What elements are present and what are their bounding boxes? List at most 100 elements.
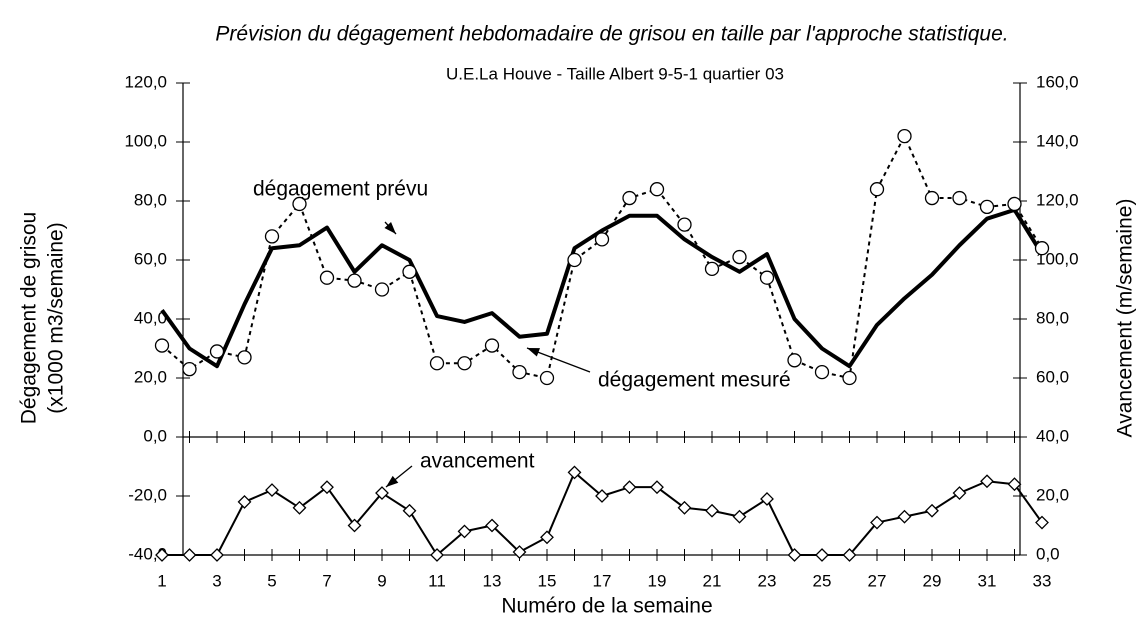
point [512,364,527,380]
point [1007,196,1022,212]
point [705,503,719,518]
x-axis-label: Numéro de la semaine [501,595,712,618]
point [677,217,692,232]
point [925,503,939,518]
x-tick-label: 31 [978,571,997,590]
x-tick-label: 5 [267,571,276,590]
point [677,500,692,515]
x-tick-label: 7 [322,571,331,590]
y-tick-label: 120,0 [124,72,167,91]
point [787,548,802,562]
x-tick-label: 1 [157,571,166,590]
y2-tick-label: 20,0 [1036,485,1069,504]
series-line [160,207,1044,369]
y-tick-label: -20,0 [128,485,167,504]
y2-tick-label: 140,0 [1036,131,1079,150]
point [567,252,582,268]
point [292,196,307,212]
point [540,530,554,545]
annotation: dégagement mesuré [598,369,791,392]
y2-tick-label: 120,0 [1036,190,1079,209]
point [924,190,940,206]
point [347,273,362,288]
x-tick-label: 33 [1033,571,1052,590]
y2-axis-label: Avancement (m/semaine) [1114,199,1137,438]
y-tick-label: 80,0 [134,190,167,209]
point [292,500,307,515]
point [815,548,829,562]
point [649,182,665,197]
y-axis-label: Dégagement de grisou [18,212,41,424]
y2-tick-label: 60,0 [1036,367,1069,386]
point [1034,241,1050,256]
x-tick-label: 15 [538,571,557,590]
point [732,509,747,524]
point [567,465,582,480]
point [732,249,747,265]
point [182,548,197,562]
y-tick-label: 100,0 [124,131,167,150]
y-tick-label: -40,0 [128,544,167,563]
point [622,480,637,495]
point [485,518,499,533]
point [594,232,610,247]
point [237,350,252,365]
series-line [161,135,1043,379]
point [320,480,334,495]
x-tick-label: 21 [703,571,722,590]
point [155,548,169,562]
x-tick-label: 3 [212,571,221,590]
chart-title: Prévision du dégagement hebdomadaire de … [215,23,1008,46]
point [265,483,279,498]
annotation: dégagement prévu [253,178,428,201]
chart-subtitle: U.E.La Houve - Taille Albert 9-5-1 quart… [446,64,784,83]
annotation-arrowhead [384,221,396,234]
point [897,128,912,144]
point [595,489,609,503]
point [402,264,417,279]
y2-tick-label: 40,0 [1036,426,1069,445]
x-tick-label: 29 [923,571,942,590]
y-axis-label: (x1000 m3/semaine) [45,222,68,413]
x-tick-label: 25 [813,571,832,590]
point [402,503,417,518]
y2-tick-label: 0,0 [1036,544,1060,563]
point [979,199,995,215]
point [650,480,664,495]
point [512,545,527,559]
y2-tick-label: 80,0 [1036,308,1069,327]
annotation-arrowhead [386,475,399,487]
point [539,370,555,386]
point [319,270,335,285]
point [430,548,444,562]
x-tick-label: 23 [758,571,777,590]
point [952,486,967,500]
point [210,548,224,562]
point [759,270,775,285]
point [704,261,720,277]
x-tick-label: 17 [593,571,612,590]
point [347,518,362,533]
point [429,356,445,371]
point [457,356,472,371]
point [209,344,225,359]
point [484,338,500,353]
point [952,190,967,206]
point [980,474,994,489]
point [842,548,857,562]
x-tick-label: 13 [483,571,502,590]
point [154,338,170,353]
point [457,524,472,539]
point [814,364,830,380]
x-tick-label: 27 [868,571,887,590]
point [374,282,390,297]
annotation-arrowhead [527,348,540,357]
point [842,370,857,386]
y-tick-label: 40,0 [134,308,167,327]
point [622,190,637,206]
y-tick-label: 20,0 [134,367,167,386]
point [760,492,774,506]
y2-tick-label: 100,0 [1036,249,1079,268]
point [182,361,197,377]
